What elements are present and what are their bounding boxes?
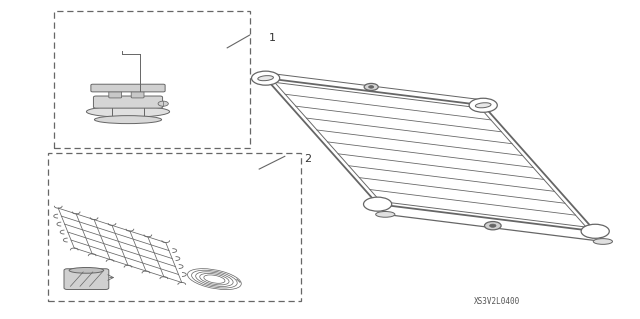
Ellipse shape [95, 116, 161, 124]
Ellipse shape [593, 239, 612, 244]
FancyBboxPatch shape [131, 89, 144, 98]
Circle shape [158, 101, 168, 106]
Circle shape [364, 197, 392, 211]
Ellipse shape [69, 267, 104, 273]
Ellipse shape [86, 106, 170, 117]
Text: XS3V2L0400: XS3V2L0400 [474, 297, 520, 306]
Circle shape [364, 84, 378, 91]
Ellipse shape [258, 76, 273, 81]
FancyBboxPatch shape [91, 84, 165, 92]
FancyBboxPatch shape [109, 89, 122, 98]
Circle shape [469, 98, 497, 112]
Bar [48, 153, 301, 301]
Text: 2: 2 [304, 154, 311, 165]
Bar [54, 11, 250, 148]
FancyBboxPatch shape [93, 96, 163, 108]
FancyBboxPatch shape [64, 269, 109, 290]
Circle shape [490, 224, 496, 227]
Circle shape [252, 71, 280, 85]
Circle shape [369, 85, 374, 88]
Circle shape [581, 224, 609, 238]
Text: 1: 1 [269, 33, 276, 43]
Ellipse shape [376, 211, 395, 217]
Ellipse shape [476, 103, 491, 108]
Circle shape [484, 221, 501, 230]
